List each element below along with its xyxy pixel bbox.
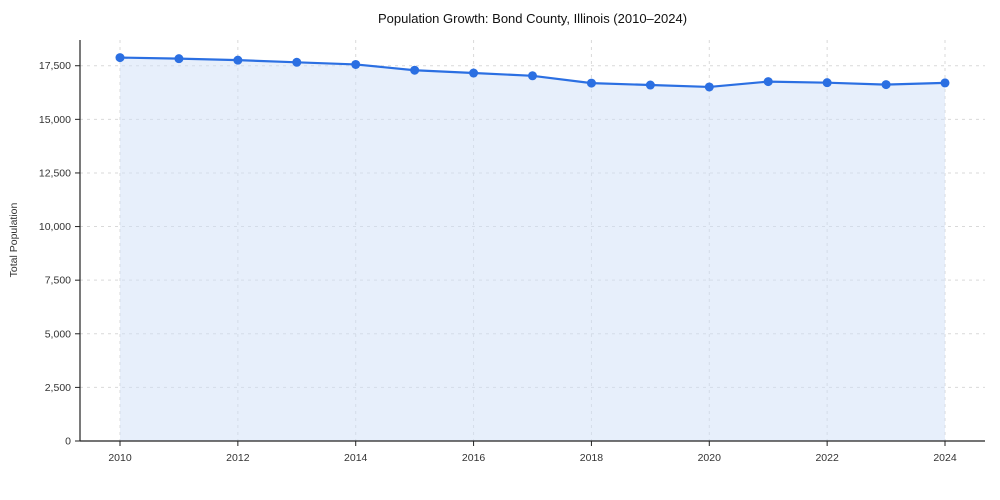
y-tick-label: 12,500 [39, 167, 71, 179]
data-point [645, 80, 655, 90]
y-tick-label: 0 [65, 436, 71, 448]
data-point [351, 59, 361, 69]
data-point [822, 78, 832, 88]
data-point [292, 57, 302, 67]
axes-layer [75, 40, 985, 446]
y-tick-label: 10,000 [39, 221, 71, 233]
series-area-fill [120, 57, 945, 442]
data-point [469, 68, 479, 78]
y-tick-label: 7,500 [45, 275, 71, 287]
data-point [233, 55, 243, 65]
x-tick-label: 2020 [698, 452, 722, 464]
data-point [940, 78, 950, 88]
data-point [410, 65, 420, 75]
y-tick-label: 5,000 [45, 328, 71, 340]
x-tick-label: 2012 [226, 452, 250, 464]
y-tick-label: 15,000 [39, 114, 71, 126]
data-point [174, 54, 184, 64]
data-point [763, 77, 773, 87]
x-tick-label: 2010 [108, 452, 132, 464]
data-point [528, 71, 537, 81]
data-point [115, 53, 125, 63]
area-fill-layer [120, 57, 945, 442]
y-axis-title: Total Population [8, 202, 20, 277]
data-point [881, 80, 891, 90]
data-point [586, 78, 596, 88]
x-tick-label: 2014 [344, 452, 368, 464]
x-tick-label: 2022 [815, 452, 839, 464]
series-line-layer [115, 53, 950, 92]
tick-labels-layer: 0 2,500 5,000 7,500 10,000 12,500 15,000 17,500… [39, 60, 957, 464]
y-tick-label: 17,500 [39, 60, 71, 72]
x-tick-label: 2018 [580, 452, 604, 464]
chart-title: Population Growth: Bond County, Illinois… [377, 11, 688, 26]
x-tick-label: 2016 [462, 452, 486, 464]
data-point [704, 82, 714, 92]
x-tick-label: 2024 [933, 452, 957, 464]
y-tick-label: 2,500 [45, 382, 71, 394]
